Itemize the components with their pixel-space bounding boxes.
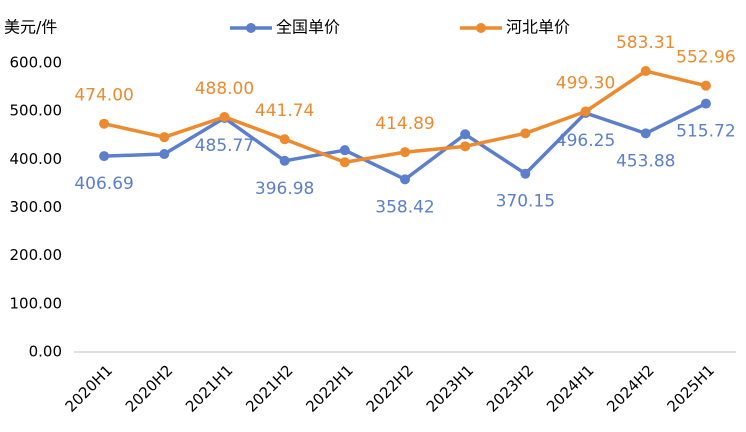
- data-point: [580, 106, 591, 117]
- data-point: [159, 132, 170, 143]
- data-label: 414.89: [375, 114, 434, 134]
- data-label: 396.98: [255, 179, 314, 199]
- x-tick-label: 2020H1: [62, 361, 116, 415]
- x-tick-label: 2022H2: [363, 361, 417, 415]
- y-tick-label: 200.00: [10, 246, 63, 264]
- data-point: [219, 111, 230, 122]
- x-tick-label: 2023H2: [483, 361, 537, 415]
- data-point: [279, 155, 290, 166]
- data-point: [99, 151, 110, 162]
- legend-label: 全国单价: [276, 18, 340, 37]
- y-tick-label: 500.00: [10, 102, 63, 120]
- data-point: [460, 141, 471, 152]
- legend-label: 河北单价: [506, 18, 570, 37]
- y-axis-label: 美元/件: [4, 18, 57, 37]
- y-tick-label: 400.00: [10, 150, 63, 168]
- data-point: [700, 80, 711, 91]
- data-label: 406.69: [74, 174, 133, 194]
- data-point: [339, 157, 350, 168]
- data-point: [460, 129, 471, 140]
- data-label: 441.74: [255, 101, 314, 121]
- data-point: [640, 66, 651, 77]
- data-label: 453.88: [616, 151, 675, 171]
- x-tick-label: 2024H1: [543, 361, 597, 415]
- data-point: [700, 98, 711, 109]
- data-label: 474.00: [74, 86, 133, 106]
- data-point: [640, 128, 651, 139]
- data-label: 552.96: [676, 48, 735, 68]
- data-point: [99, 118, 110, 129]
- data-label: 370.15: [496, 192, 555, 212]
- data-label: 515.72: [676, 122, 735, 142]
- y-tick-label: 100.00: [10, 294, 63, 312]
- y-tick-label: 0.00: [29, 343, 62, 361]
- data-label: 499.30: [556, 74, 615, 94]
- data-point: [520, 168, 531, 179]
- x-tick-label: 2022H1: [302, 361, 356, 415]
- data-label: 358.42: [375, 197, 434, 217]
- x-tick-label: 2020H2: [122, 361, 176, 415]
- x-tick-label: 2021H2: [242, 361, 296, 415]
- legend-marker: [476, 23, 486, 33]
- data-point: [159, 149, 170, 160]
- data-label: 485.77: [195, 136, 254, 156]
- x-tick-label: 2024H2: [603, 361, 657, 415]
- data-point: [520, 128, 531, 139]
- data-point: [339, 145, 350, 156]
- x-tick-label: 2023H1: [423, 361, 477, 415]
- y-tick-label: 600.00: [10, 54, 63, 72]
- data-point: [279, 134, 290, 145]
- x-tick-label: 2021H1: [182, 361, 236, 415]
- legend-marker: [246, 23, 256, 33]
- data-label: 496.25: [556, 131, 615, 151]
- y-tick-label: 300.00: [10, 198, 63, 216]
- data-point: [400, 147, 410, 158]
- x-tick-label: 2025H1: [663, 361, 717, 415]
- data-label: 488.00: [195, 79, 254, 99]
- data-point: [400, 174, 410, 185]
- data-label: 583.31: [616, 33, 675, 53]
